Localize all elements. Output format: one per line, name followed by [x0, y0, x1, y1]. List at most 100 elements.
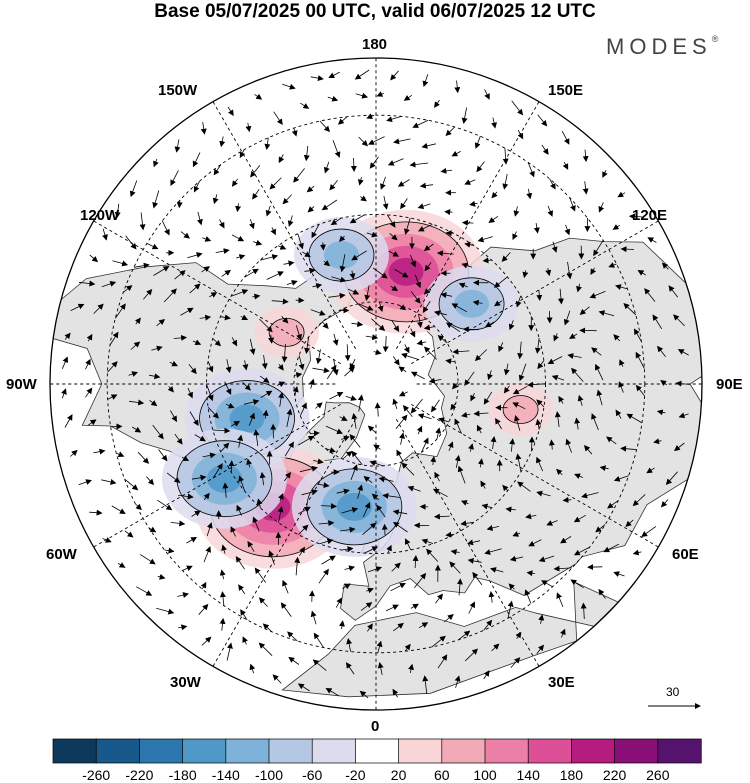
- wind-vector: [577, 394, 584, 406]
- wind-vector: [632, 494, 646, 507]
- wind-vector: [389, 232, 398, 241]
- wind-vector: [351, 450, 363, 466]
- wind-vector: [393, 138, 411, 145]
- wind-vector: [401, 462, 415, 476]
- colorbar-swatch: [614, 738, 659, 764]
- wind-vector: [212, 194, 219, 205]
- wind-vector: [490, 567, 504, 573]
- wind-vector: [174, 139, 181, 153]
- wind-vector: [574, 473, 584, 480]
- wind-vector: [249, 219, 255, 230]
- wind-vector: [276, 381, 286, 388]
- wind-vector: [382, 492, 401, 499]
- wind-vector: [409, 328, 416, 338]
- wind-vector: [124, 530, 134, 538]
- wind-vector: [386, 116, 402, 123]
- wind-vector: [512, 231, 518, 241]
- wind-vector: [580, 602, 587, 620]
- wind-vector: [315, 402, 323, 409]
- wind-vector: [258, 642, 273, 656]
- wind-vector: [252, 293, 261, 300]
- wind-vector: [574, 417, 581, 430]
- wind-vector: [351, 412, 358, 429]
- wind-vector: [158, 449, 168, 462]
- wind-vector: [423, 243, 434, 251]
- wind-vector: [483, 670, 490, 680]
- wind-vector: [192, 339, 202, 346]
- wind-vector: [137, 451, 150, 464]
- wind-vector: [341, 546, 354, 553]
- wind-vector: [565, 438, 572, 453]
- wind-vector: [167, 385, 174, 393]
- wind-vector: [464, 648, 479, 662]
- wind-vector: [327, 95, 339, 102]
- wind-vector: [404, 217, 411, 235]
- wind-vector: [303, 145, 310, 162]
- wind-vector: [242, 636, 248, 645]
- wind-vector: [318, 520, 335, 527]
- wind-vector: [464, 241, 474, 248]
- wind-vector: [428, 377, 442, 384]
- map-border: [49, 57, 703, 711]
- wind-vector: [325, 425, 343, 434]
- wind-vector: [548, 439, 555, 450]
- wind-vector: [454, 454, 461, 468]
- wind-vector: [468, 443, 474, 452]
- wind-vector: [508, 583, 515, 590]
- wind-vector: [635, 384, 645, 397]
- wind-vector: [418, 622, 429, 629]
- wind-vector: [626, 413, 643, 424]
- wind-vector: [149, 373, 161, 380]
- wind-vector: [367, 623, 373, 632]
- wind-vector: [277, 244, 287, 250]
- wind-vector: [294, 372, 303, 378]
- wind-vector: [70, 303, 85, 311]
- wind-vector: [440, 167, 453, 174]
- wind-vector: [153, 265, 170, 276]
- wind-vector: [268, 550, 275, 565]
- colorbar-swatch: [225, 738, 270, 764]
- wind-vector: [556, 592, 564, 608]
- wind-vector: [252, 516, 260, 532]
- wind-vector: [512, 402, 526, 410]
- wind-vector: [365, 334, 379, 341]
- colorbar-swatch: [441, 738, 486, 764]
- wind-vector: [582, 181, 589, 195]
- wind-vector: [131, 426, 142, 433]
- wind-vector: [615, 284, 628, 291]
- wind-vector: [238, 475, 246, 492]
- wind-vector: [310, 309, 326, 316]
- wind-vector: [646, 467, 655, 474]
- wind-vector: [457, 465, 466, 484]
- anomaly-center-1-level-3: [336, 492, 372, 521]
- colorbar-tick-label: 220: [602, 767, 627, 783]
- wind-vector: [607, 500, 619, 509]
- wind-vector: [553, 565, 573, 572]
- wind-vector: [368, 136, 385, 145]
- wind-vector: [503, 385, 510, 394]
- wind-vector: [346, 638, 353, 652]
- wind-vector: [237, 434, 244, 448]
- wind-vector: [573, 514, 587, 523]
- wind-vector: [477, 458, 484, 468]
- wind-vector: [541, 580, 553, 588]
- wind-vector: [399, 432, 405, 445]
- wind-vector: [288, 656, 300, 665]
- wind-vector: [382, 336, 389, 353]
- lon-label-150e: 150E: [548, 82, 584, 99]
- wind-vector: [117, 562, 126, 568]
- wind-vector: [213, 164, 222, 176]
- wind-vector: [538, 614, 545, 624]
- wind-vector: [198, 603, 209, 615]
- wind-vector: [369, 156, 379, 169]
- wind-vector: [677, 349, 689, 356]
- wind-vector: [392, 521, 408, 533]
- wind-vector: [344, 366, 356, 377]
- wind-vector: [332, 333, 339, 346]
- colorbar-tick-label: -220: [125, 767, 154, 783]
- colorbar-swatch: [527, 738, 573, 764]
- wind-vector: [182, 565, 193, 572]
- wind-vector: [502, 148, 509, 165]
- wind-vector: [394, 269, 409, 278]
- wind-vector: [224, 381, 232, 396]
